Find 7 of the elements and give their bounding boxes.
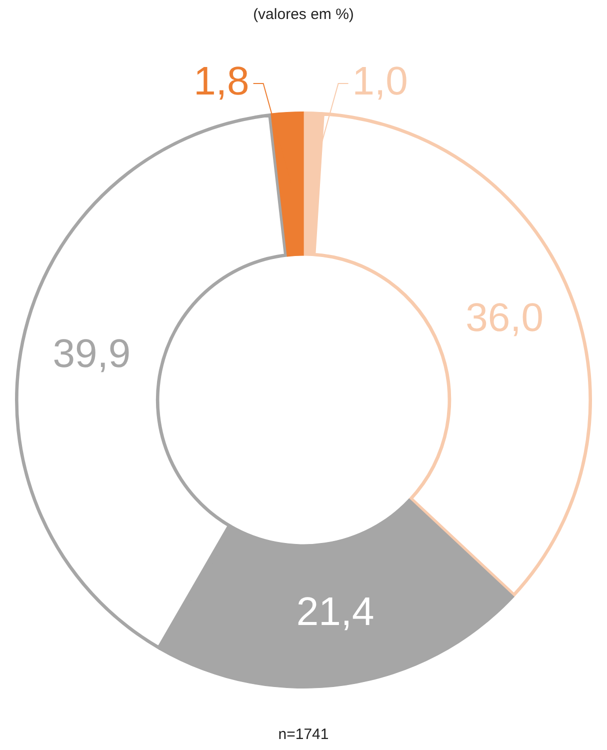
data-label: 1,8 xyxy=(194,60,250,104)
data-label: 36,0 xyxy=(466,296,544,340)
chart-title: (valores em %) xyxy=(252,5,355,25)
data-label: 21,4 xyxy=(296,590,374,634)
data-label: 39,9 xyxy=(52,332,131,376)
data-label: 1,0 xyxy=(352,60,408,104)
text: n=1741 xyxy=(277,725,330,745)
